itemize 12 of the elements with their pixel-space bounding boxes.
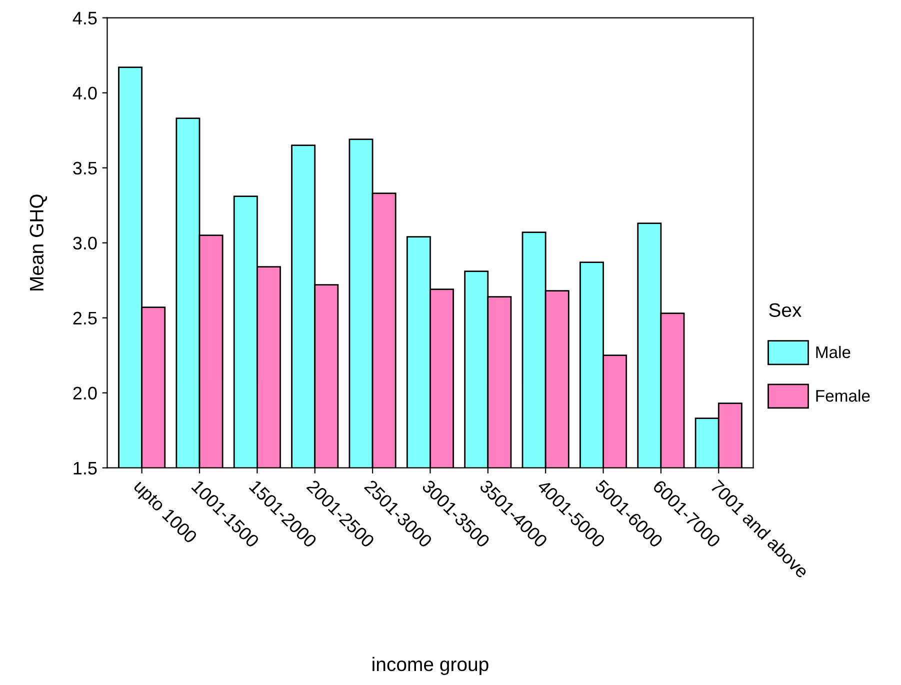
y-tick-label: 3.5 <box>73 162 97 175</box>
legend-title: Sex <box>769 303 802 317</box>
y-tick-label: 4.5 <box>72 12 97 25</box>
y-axis-title: Mean GHQ <box>30 194 48 290</box>
y-tick-label: 3.0 <box>73 236 97 250</box>
y-tick-label: 4.0 <box>72 86 97 100</box>
legend-label: Male <box>816 346 850 358</box>
x-axis-title: income group <box>372 656 488 675</box>
y-tick-label: 2.0 <box>73 386 97 400</box>
legend-label: Female <box>816 389 870 402</box>
y-tick-label: 2.5 <box>73 312 97 325</box>
y-tick-label: 1.5 <box>74 462 97 475</box>
